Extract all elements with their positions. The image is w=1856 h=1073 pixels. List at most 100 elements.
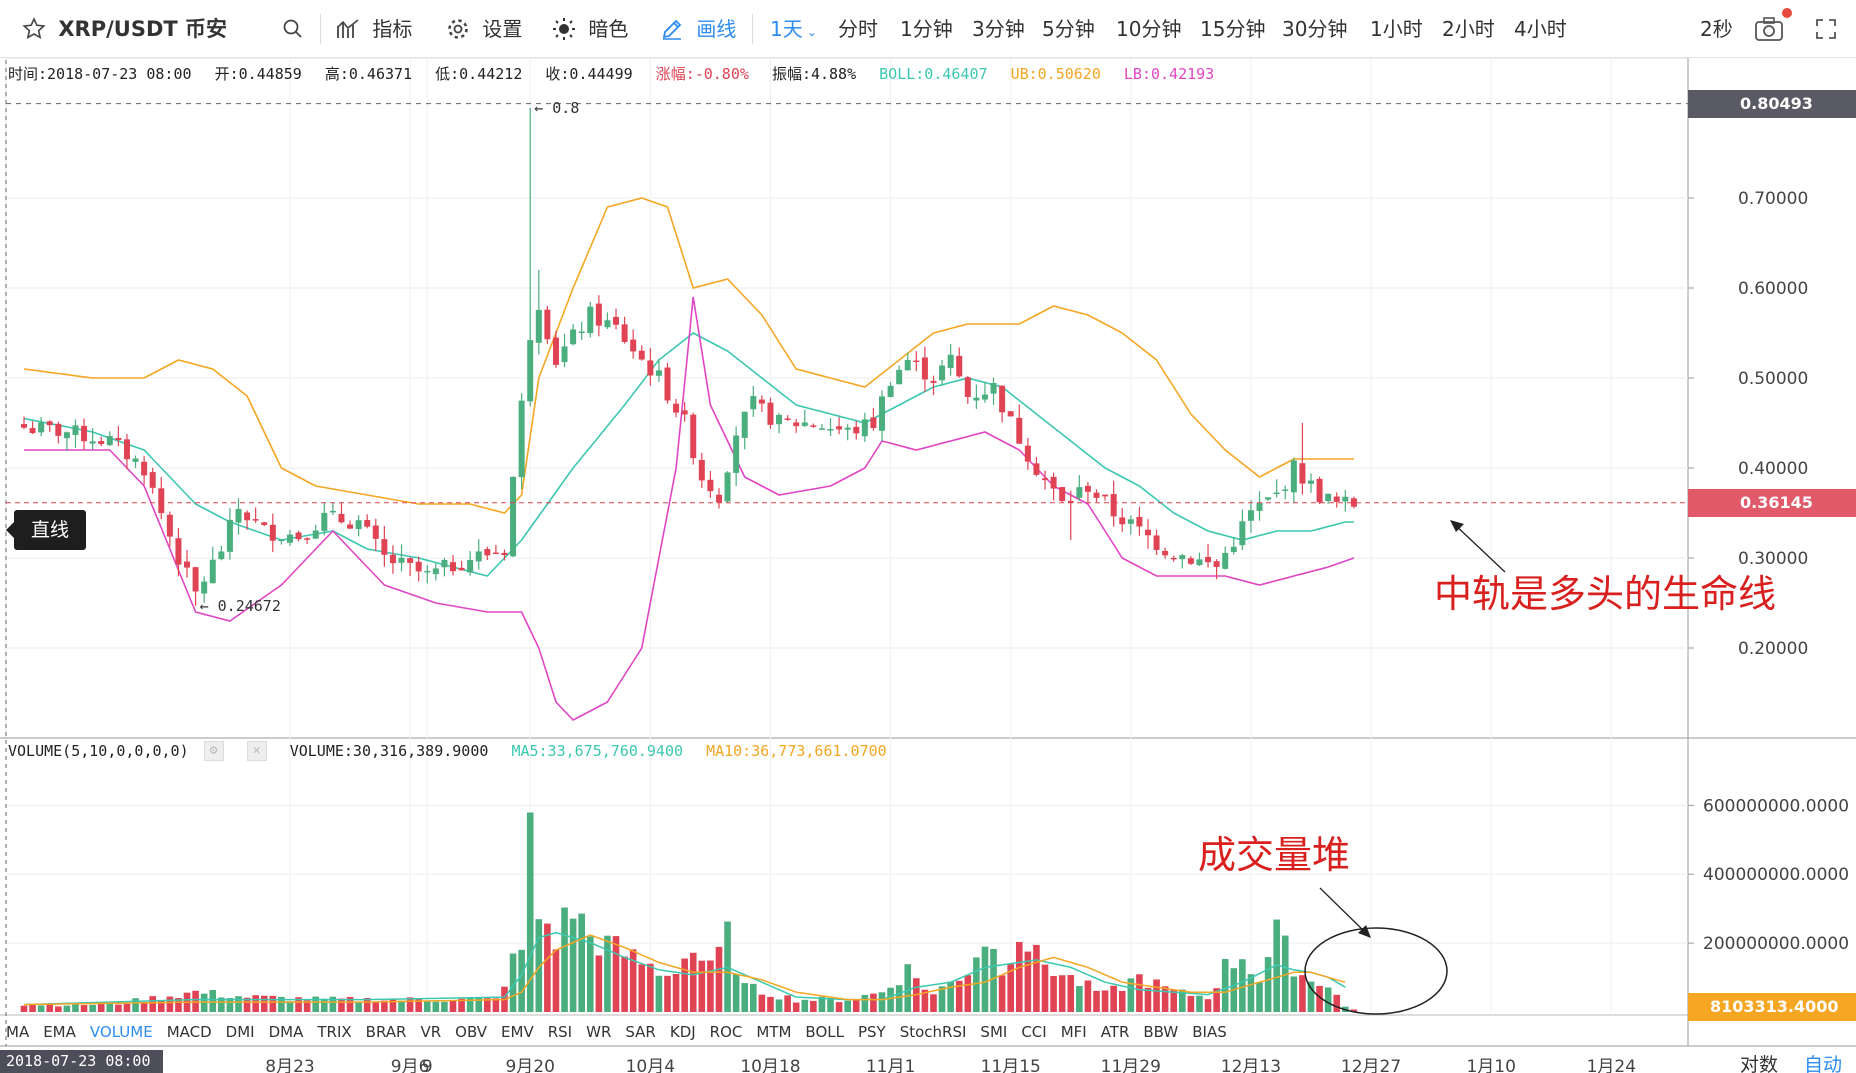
indicator-tab-stochrsi[interactable]: StochRSI xyxy=(899,1023,967,1041)
volume-bar xyxy=(475,997,483,1012)
candle-body xyxy=(913,360,920,363)
volume-bar xyxy=(1350,1009,1358,1012)
indicator-tab-sar[interactable]: SAR xyxy=(625,1023,656,1041)
volume-bar xyxy=(441,1001,448,1012)
indicator-tab-volume[interactable]: VOLUME xyxy=(89,1023,153,1041)
volume-bar xyxy=(1093,990,1100,1012)
indicator-tab-wr[interactable]: WR xyxy=(586,1023,612,1041)
indicator-tab-psy[interactable]: PSY xyxy=(857,1023,886,1041)
indicator-tab-kdj[interactable]: KDJ xyxy=(669,1023,696,1041)
candle-body xyxy=(1144,529,1151,536)
theme-toggle[interactable]: 暗色 xyxy=(552,0,628,58)
interval-4[interactable]: 5分钟 xyxy=(1042,0,1095,58)
interval-2[interactable]: 1分钟 xyxy=(900,0,953,58)
indicator-tab-trix[interactable]: TRIX xyxy=(317,1023,352,1041)
volume-bar xyxy=(466,998,474,1012)
indicator-tab-macd[interactable]: MACD xyxy=(166,1023,212,1041)
interval-label: 30分钟 xyxy=(1282,17,1348,41)
candle-body xyxy=(46,421,53,426)
interval-1[interactable]: 分时 xyxy=(838,0,878,58)
candle xyxy=(1144,519,1151,549)
volume-bar xyxy=(492,998,500,1012)
indicator-tab-atr[interactable]: ATR xyxy=(1100,1023,1130,1041)
candle-body xyxy=(338,513,345,523)
annotation-arrowhead xyxy=(1450,520,1464,532)
indicator-tab-cci[interactable]: CCI xyxy=(1021,1023,1047,1041)
indicator-tab-mfi[interactable]: MFI xyxy=(1060,1023,1087,1041)
indicator-tab-smi[interactable]: SMI xyxy=(980,1023,1008,1041)
draw-button[interactable]: 画线 xyxy=(660,0,736,58)
candle-body xyxy=(89,441,96,444)
candle-body xyxy=(510,476,517,557)
volume-bar xyxy=(329,996,337,1012)
indicator-tab-mtm[interactable]: MTM xyxy=(756,1023,792,1041)
star-icon[interactable] xyxy=(22,16,46,41)
interval-5[interactable]: 10分钟 xyxy=(1116,0,1181,58)
volume-bar xyxy=(964,975,972,1012)
interval-8[interactable]: 1小时 xyxy=(1370,0,1423,58)
candle xyxy=(853,421,860,440)
indicator-tab-obv[interactable]: OBV xyxy=(455,1023,488,1041)
refresh-interval[interactable]: 2秒 xyxy=(1700,0,1733,58)
candle-body xyxy=(1170,557,1177,560)
volume-bar xyxy=(1058,975,1066,1012)
symbol-button[interactable]: XRP/USDT 币安 xyxy=(22,0,227,58)
candle-body xyxy=(1102,494,1109,497)
price-tick-label: 0.30000 xyxy=(1738,549,1808,569)
indicator-tab-roc[interactable]: ROC xyxy=(709,1023,743,1041)
interval-6[interactable]: 15分钟 xyxy=(1200,0,1265,58)
volume-bar xyxy=(792,1002,800,1012)
indicator-tab-emv[interactable]: EMV xyxy=(501,1023,534,1041)
indicators-button[interactable]: 指标 xyxy=(336,0,412,58)
interval-7[interactable]: 30分钟 xyxy=(1282,0,1347,58)
volume-bar xyxy=(1179,989,1186,1012)
indicator-tab-bbw[interactable]: BBW xyxy=(1143,1023,1179,1041)
indicator-tab-dmi[interactable]: DMI xyxy=(225,1023,255,1041)
interval-10[interactable]: 4小时 xyxy=(1514,0,1567,58)
screenshot-button[interactable] xyxy=(1754,0,1784,58)
indicator-tab-ma[interactable]: MA xyxy=(6,1023,30,1041)
indicator-tab-bias[interactable]: BIAS xyxy=(1192,1023,1227,1041)
candle-body xyxy=(329,510,336,513)
lb-line xyxy=(24,296,1355,721)
settings-button[interactable]: 设置 xyxy=(446,0,522,58)
indicator-close-icon[interactable]: ✕ xyxy=(246,741,267,761)
candle xyxy=(132,455,139,468)
candle-body xyxy=(235,509,242,523)
search-icon[interactable] xyxy=(282,17,304,41)
drawing-tool-tooltip[interactable]: 直线 xyxy=(6,510,86,550)
candle-body xyxy=(981,394,988,400)
candle xyxy=(1110,480,1117,527)
auto-scale-button[interactable]: 自动 xyxy=(1804,1054,1843,1073)
indicator-tab-rsi[interactable]: RSI xyxy=(547,1023,573,1041)
interval-3[interactable]: 3分钟 xyxy=(972,0,1025,58)
fullscreen-button[interactable] xyxy=(1814,0,1838,58)
indicator-tab-vr[interactable]: VR xyxy=(420,1023,442,1041)
candle xyxy=(1007,411,1014,417)
candle xyxy=(1084,481,1091,503)
indicator-settings-icon[interactable]: ⚙ xyxy=(203,741,224,761)
candle xyxy=(1136,506,1143,536)
interval-0[interactable]: 1天 ⌄ xyxy=(770,0,817,58)
volume-bar xyxy=(741,983,749,1012)
indicator-tab-brar[interactable]: BRAR xyxy=(365,1023,407,1041)
candle-body xyxy=(209,559,216,584)
candle-body xyxy=(655,370,662,376)
info-open: 开:0.44859 xyxy=(214,65,302,83)
time-tick-label: 11月1 xyxy=(866,1057,915,1073)
volume-bar xyxy=(835,1002,843,1012)
volume-bar xyxy=(526,812,534,1012)
indicator-tab-boll[interactable]: BOLL xyxy=(805,1023,844,1041)
indicator-tab-ema[interactable]: EMA xyxy=(43,1023,76,1041)
candle-body xyxy=(1187,558,1194,564)
candle xyxy=(1265,497,1272,501)
interval-9[interactable]: 2小时 xyxy=(1442,0,1495,58)
candle xyxy=(415,556,422,582)
volume-bar xyxy=(895,985,903,1012)
indicator-tab-dma[interactable]: DMA xyxy=(268,1023,304,1041)
log-scale-button[interactable]: 对数 xyxy=(1740,1054,1779,1073)
candle-body xyxy=(1230,546,1237,552)
volume-tick-label: 400000000.0000 xyxy=(1703,865,1849,885)
search-button[interactable] xyxy=(282,0,304,58)
